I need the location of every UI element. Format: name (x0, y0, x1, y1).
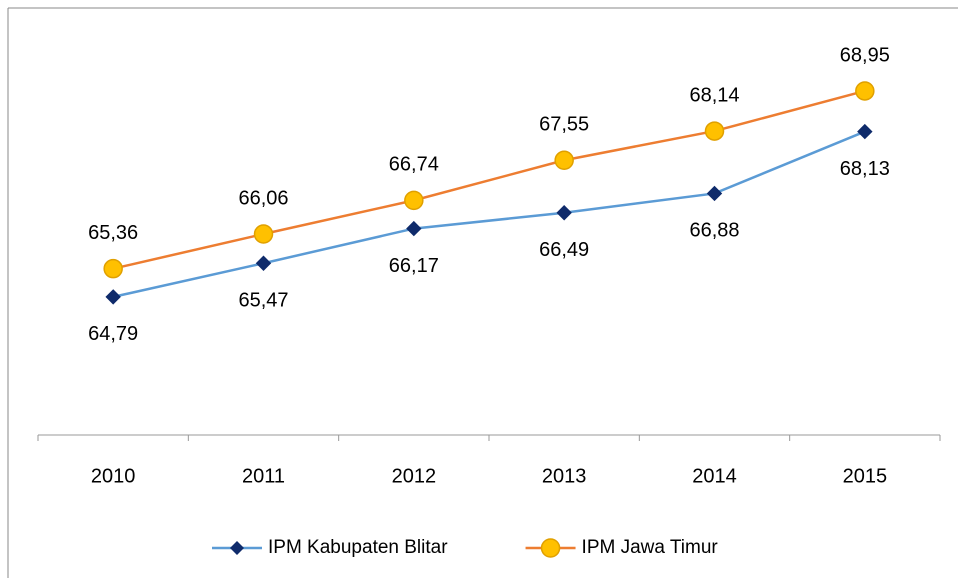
data-label: 65,47 (238, 290, 288, 312)
data-label: 68,13 (840, 158, 890, 180)
series-line (112, 130, 866, 299)
data-label: 67,55 (539, 114, 589, 136)
data-label: 68,95 (840, 44, 890, 66)
series-line (112, 89, 866, 270)
data-label: 66,74 (389, 154, 439, 176)
marker (857, 123, 873, 140)
marker (103, 258, 123, 279)
legend-marker (540, 538, 561, 558)
legend: IPM Kabupaten Blitar IPM Jawa Timur (212, 537, 718, 558)
marker (556, 205, 572, 221)
x-tick-label: 2010 (91, 465, 136, 487)
data-label: 66,17 (389, 255, 439, 277)
data-label: 64,79 (88, 323, 138, 345)
marker (404, 190, 424, 211)
x-tick-label: 2015 (843, 465, 888, 487)
data-label: 66,49 (539, 239, 589, 261)
legend-label: IPM Kabupaten Blitar (268, 537, 448, 558)
x-tick-label: 2012 (392, 465, 437, 487)
data-label: 66,88 (689, 220, 739, 242)
marker (704, 121, 725, 141)
marker (406, 220, 422, 237)
marker (105, 289, 121, 305)
marker (855, 81, 875, 101)
x-tick-label: 2014 (692, 465, 737, 487)
legend-label: IPM Jawa Timur (582, 537, 719, 558)
marker (253, 224, 274, 244)
marker (706, 185, 723, 202)
x-tick-label: 2013 (542, 465, 587, 487)
marker (255, 255, 272, 271)
marker (554, 150, 574, 171)
data-label: 68,14 (689, 84, 739, 106)
x-tick-label: 2011 (242, 465, 285, 487)
data-label: 65,36 (88, 222, 138, 244)
legend-marker (230, 541, 244, 555)
data-label: 66,06 (238, 187, 288, 209)
